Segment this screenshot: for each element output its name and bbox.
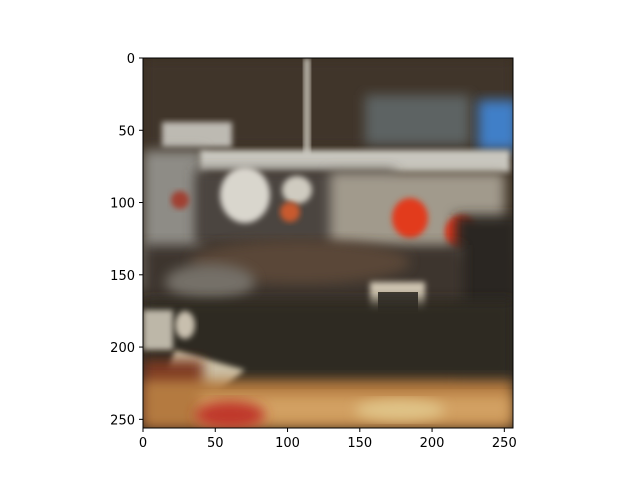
image-content xyxy=(143,58,513,428)
x-tick-label: 100 xyxy=(275,436,300,451)
y-axis: 0 50 100 150 200 250 xyxy=(110,52,143,428)
axes-frame xyxy=(142,57,514,429)
y-tick-label: 50 xyxy=(118,124,135,139)
x-tick-label: 50 xyxy=(207,436,224,451)
x-tick-label: 150 xyxy=(347,436,372,451)
y-tick-label: 0 xyxy=(127,52,135,67)
y-tick-label: 100 xyxy=(110,197,135,212)
x-tick-label: 200 xyxy=(420,436,445,451)
x-tick-label: 0 xyxy=(139,436,147,451)
x-axis: 0 50 100 150 200 250 xyxy=(139,428,517,451)
y-tick-label: 250 xyxy=(110,413,135,428)
y-tick-label: 200 xyxy=(110,341,135,356)
x-tick-label: 250 xyxy=(492,436,517,451)
y-tick-label: 150 xyxy=(110,269,135,284)
